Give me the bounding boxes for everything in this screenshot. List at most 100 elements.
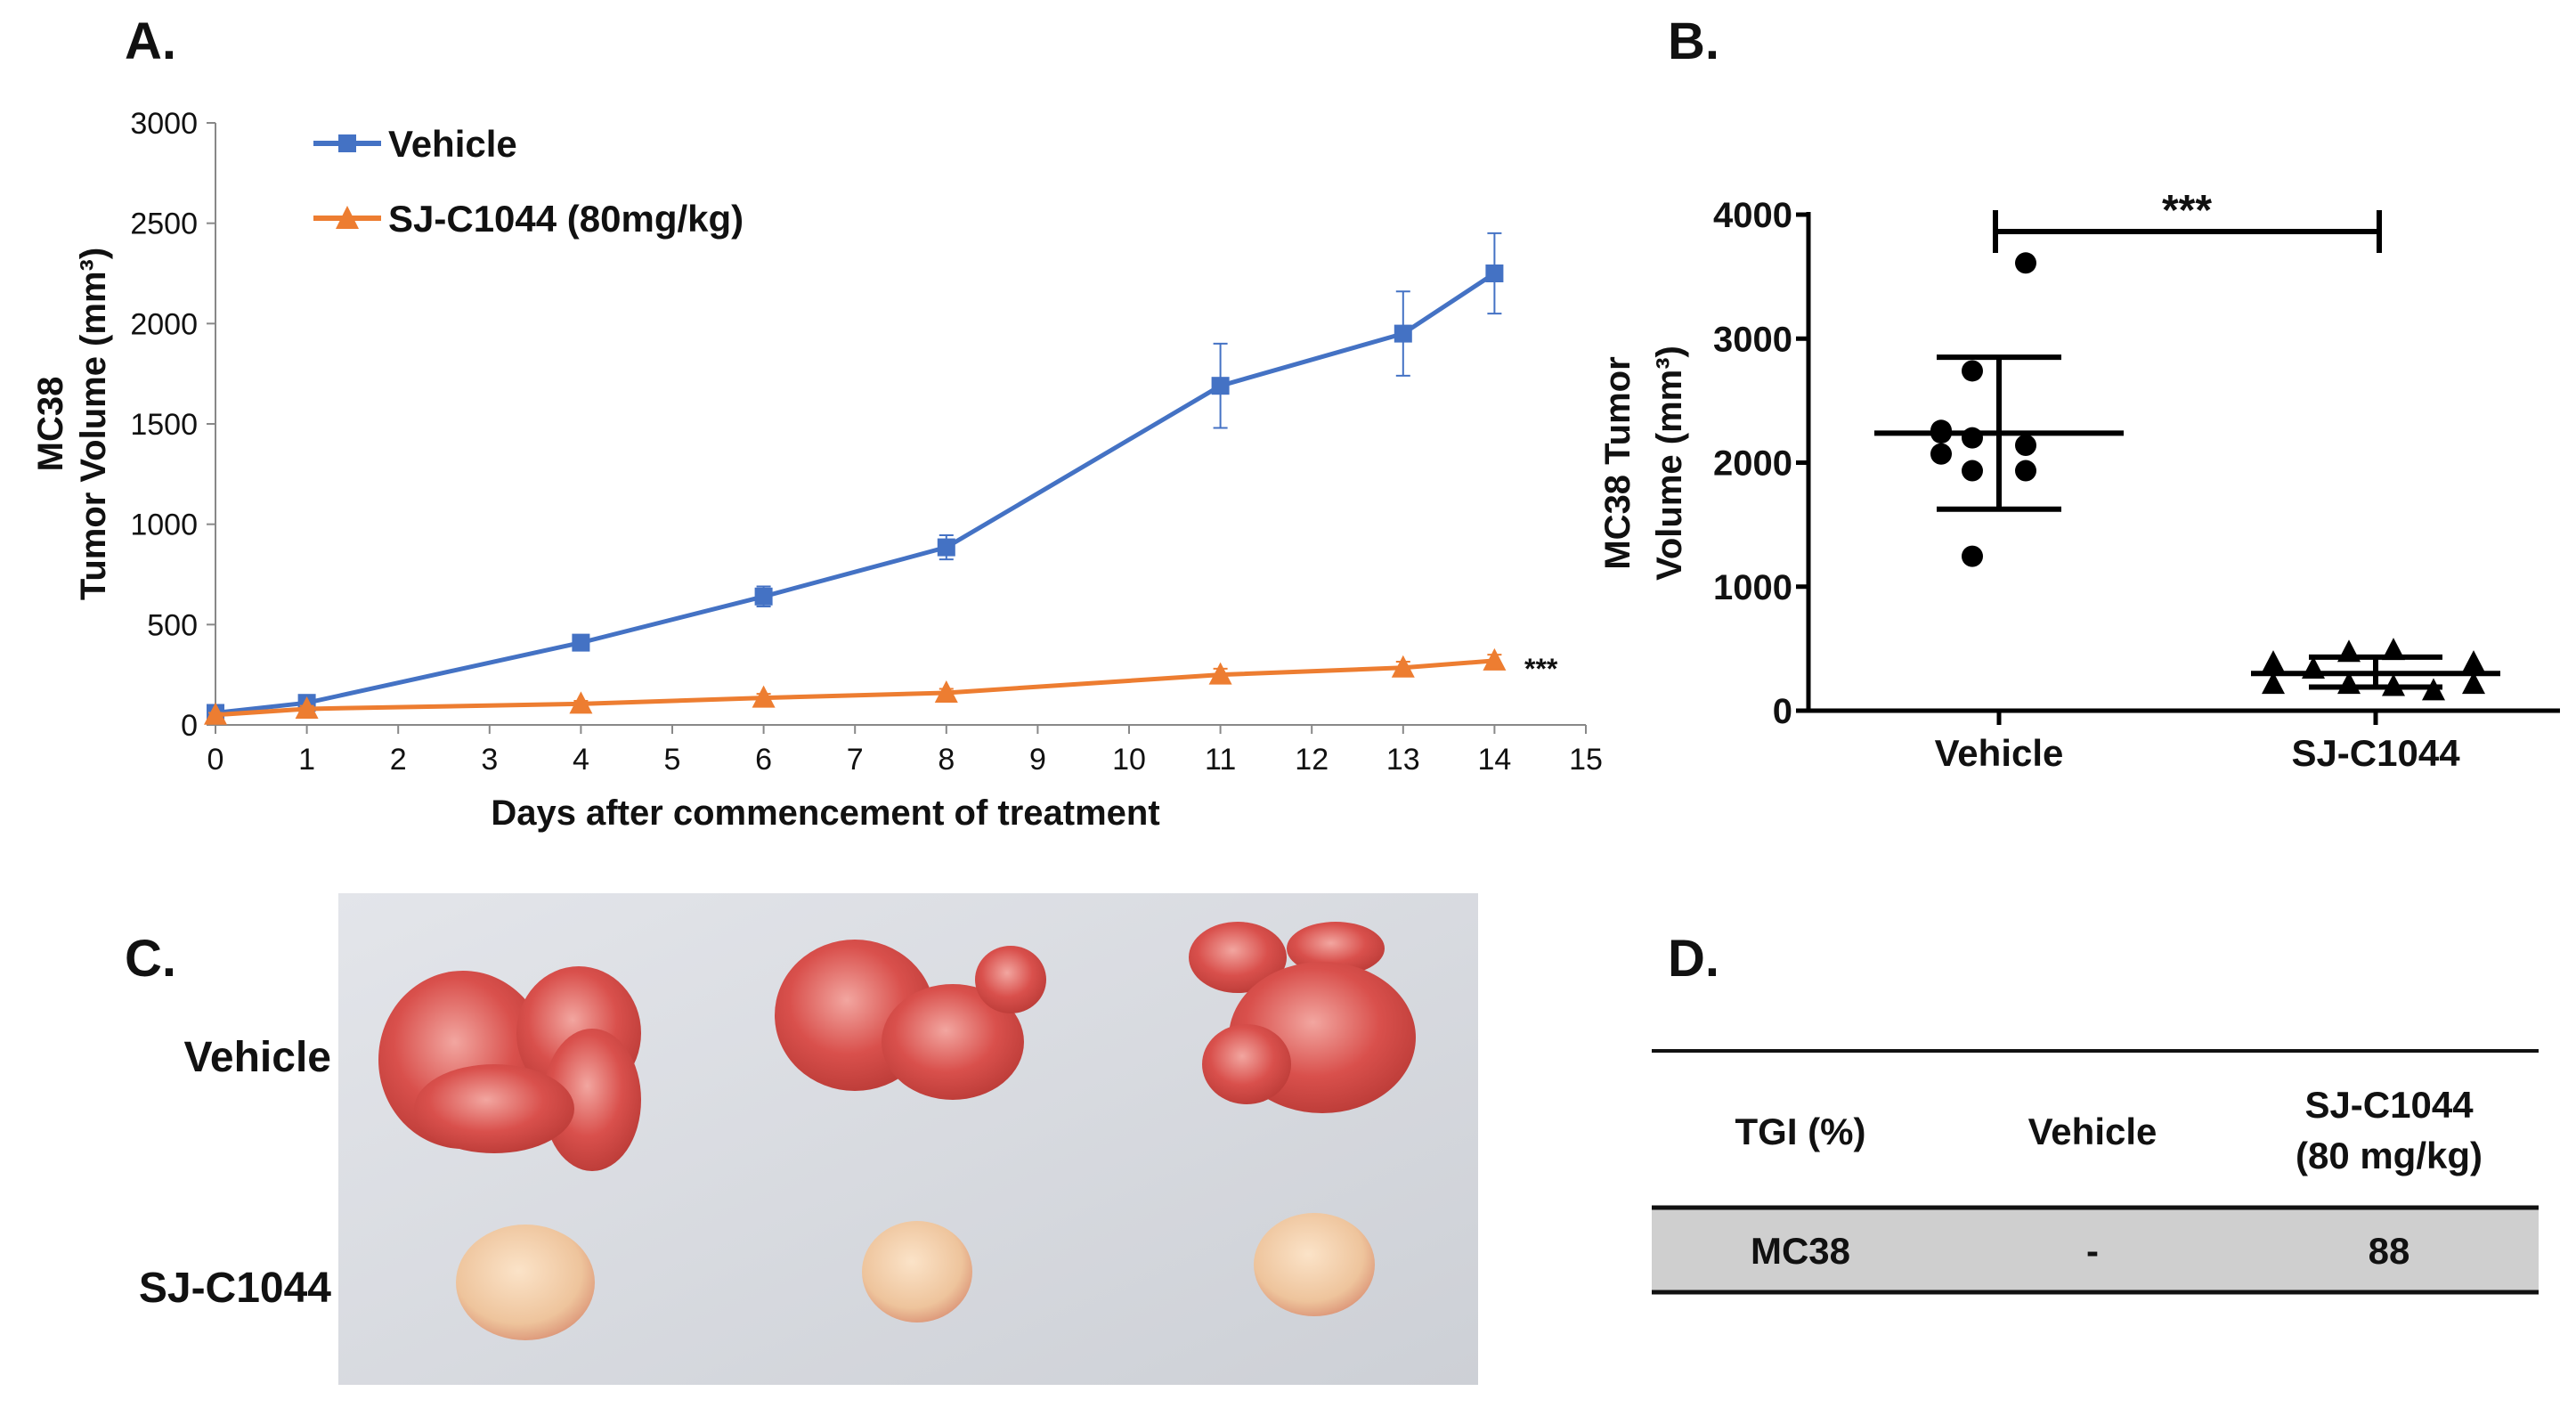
data-point-vehicle [2015,460,2036,482]
data-point-treated [2462,650,2485,673]
y-tick-label: 0 [1773,692,1792,731]
photo-row-label-vehicle: Vehicle [184,1034,331,1081]
y-tick-label: 0 [181,709,198,743]
line-chart-tumor-growth: MC38 Tumor Volume (mm³) Days after comme… [31,107,1603,833]
data-point-vehicle [1930,422,1952,444]
tumor-vehicle-2 [775,940,1046,1100]
x-tick-label: 3 [481,743,498,777]
data-point-treated [2462,671,2485,695]
data-point-treated [295,696,319,719]
data-point-treated [1483,647,1507,671]
panel-label-a: A. [125,12,176,70]
legend: Vehicle SJ-C1044 (80mg/kg) [313,123,744,240]
x-tick-label: 8 [938,743,955,777]
y-tick-label: 500 [147,608,198,642]
tgi-table: TGI (%) Vehicle SJ-C1044 (80 mg/kg) MC38… [1652,1049,2539,1295]
table-header-vehicle: Vehicle [2028,1111,2158,1152]
y-axis-title-line1: MC38 Tumor [1598,356,1637,569]
data-point-treated [2337,671,2361,695]
table-cell: 88 [2369,1230,2410,1272]
data-point-treated [2422,678,2445,701]
data-point-treated [2262,650,2285,673]
tumor-vehicle-3 [1189,922,1416,1113]
y-axis-title-line2: Tumor Volume (mm³) [74,248,113,600]
tumor-vehicle-1 [378,966,641,1171]
data-point-treated [2382,638,2405,661]
series-line-1 [215,658,1495,718]
table-row-highlight [1652,1208,2539,1292]
tumor-photo: Vehicle SJ-C1044 [139,893,1478,1385]
data-point-vehicle [1962,360,1983,382]
x-tick-label: 15 [1569,743,1603,777]
data-point-treated [569,691,593,714]
y-axis-title-line2: Volume (mm³) [1650,346,1689,581]
panel-label-b: B. [1668,12,1719,70]
x-tick-label: 4 [573,743,589,777]
data-point-treated [752,685,776,708]
y-tick-label: 2000 [130,307,198,341]
data-point-vehicle [1962,427,1983,449]
x-tick-label: Vehicle [1935,732,2064,774]
table-header-treated: SJ-C1044 [2304,1084,2474,1126]
panel-label-c: C. [125,930,176,988]
x-tick-label: 10 [1112,743,1146,777]
x-tick-label: 7 [847,743,864,777]
x-tick-label: 6 [755,743,772,777]
data-point-treated [2337,639,2361,663]
photo-row-label-treated: SJ-C1044 [139,1265,331,1312]
data-point-vehicle [754,587,773,606]
y-tick-label: 3000 [130,107,198,141]
table-header-treated-dose: (80 mg/kg) [2296,1135,2483,1176]
y-tick-label: 2500 [130,208,198,241]
data-point-vehicle [572,633,590,652]
x-tick-label: 5 [664,743,681,777]
x-tick-label: 14 [1477,743,1511,777]
data-point-treated [2302,656,2325,680]
data-point-treated [1391,655,1415,678]
data-point-vehicle [937,538,955,557]
y-tick-label: 1500 [130,408,198,442]
data-point-treated [934,680,958,703]
y-tick-label: 1000 [130,509,198,542]
data-point-treated [204,702,227,725]
x-tick-label: 0 [207,743,224,777]
x-tick-label: 2 [390,743,407,777]
y-tick-label: 4000 [1713,196,1792,235]
tumor-treated-3 [1254,1213,1375,1316]
x-tick-label: 12 [1295,743,1329,777]
significance-annotation-a: *** [1524,653,1558,685]
data-point-vehicle [1394,324,1412,343]
data-point-vehicle [1211,377,1230,395]
x-tick-label: 11 [1205,743,1236,777]
x-tick-label: 13 [1386,743,1420,777]
x-tick-label: 9 [1029,743,1046,777]
table-cell: MC38 [1751,1230,1850,1272]
scatter-chart-final-volume: MC38 Tumor Volume (mm³) *** 0 1000 2000 300… [1598,187,2560,774]
data-point-vehicle [2015,435,2036,457]
data-point-treated [1208,662,1232,685]
x-axis-title: Days after commencement of treatment [491,793,1159,833]
series-line-0 [215,271,1496,715]
tumor-treated-2 [862,1221,972,1322]
y-tick-label: 2000 [1713,444,1792,484]
data-point-vehicle [1930,443,1952,465]
panel-label-d: D. [1668,930,1719,988]
legend-treated-label: SJ-C1044 (80mg/kg) [388,198,744,240]
y-axis-title-line1: MC38 [31,377,70,472]
data-point-treated [2382,673,2405,696]
data-point-vehicle [2015,252,2036,274]
y-tick-label: 1000 [1713,568,1792,607]
data-point-vehicle [1485,264,1504,282]
significance-stars: *** [2162,187,2212,234]
x-tick-label: 1 [298,743,315,777]
legend-treated-marker [336,206,359,229]
legend-vehicle-label: Vehicle [388,123,517,165]
table-header-tgi: TGI (%) [1735,1111,1866,1152]
y-tick-label: 3000 [1713,320,1792,359]
table-cell: - [2086,1230,2099,1272]
data-point-vehicle [1962,460,1983,482]
x-tick-label: SJ-C1044 [2291,732,2460,774]
legend-vehicle-marker [338,134,356,152]
data-point-vehicle [1962,545,1983,567]
